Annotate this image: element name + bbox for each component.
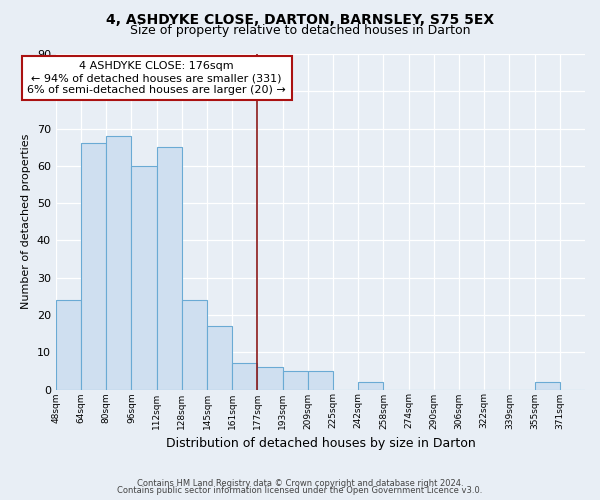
Text: Contains public sector information licensed under the Open Government Licence v3: Contains public sector information licen… [118,486,482,495]
Bar [535,382,560,390]
Bar [358,382,383,390]
Text: 4 ASHDYKE CLOSE: 176sqm
← 94% of detached houses are smaller (331)
6% of semi-de: 4 ASHDYKE CLOSE: 176sqm ← 94% of detache… [27,62,286,94]
Bar [257,367,283,390]
Bar [56,300,81,390]
Bar [308,371,333,390]
Bar [106,136,131,390]
Bar [207,326,232,390]
Text: Contains HM Land Registry data © Crown copyright and database right 2024.: Contains HM Land Registry data © Crown c… [137,478,463,488]
Bar [157,147,182,390]
Y-axis label: Number of detached properties: Number of detached properties [21,134,31,310]
Bar [182,300,207,390]
Bar [232,364,257,390]
X-axis label: Distribution of detached houses by size in Darton: Distribution of detached houses by size … [166,437,475,450]
Text: 4, ASHDYKE CLOSE, DARTON, BARNSLEY, S75 5EX: 4, ASHDYKE CLOSE, DARTON, BARNSLEY, S75 … [106,12,494,26]
Bar [131,166,157,390]
Bar [283,371,308,390]
Text: Size of property relative to detached houses in Darton: Size of property relative to detached ho… [130,24,470,37]
Bar [81,144,106,390]
